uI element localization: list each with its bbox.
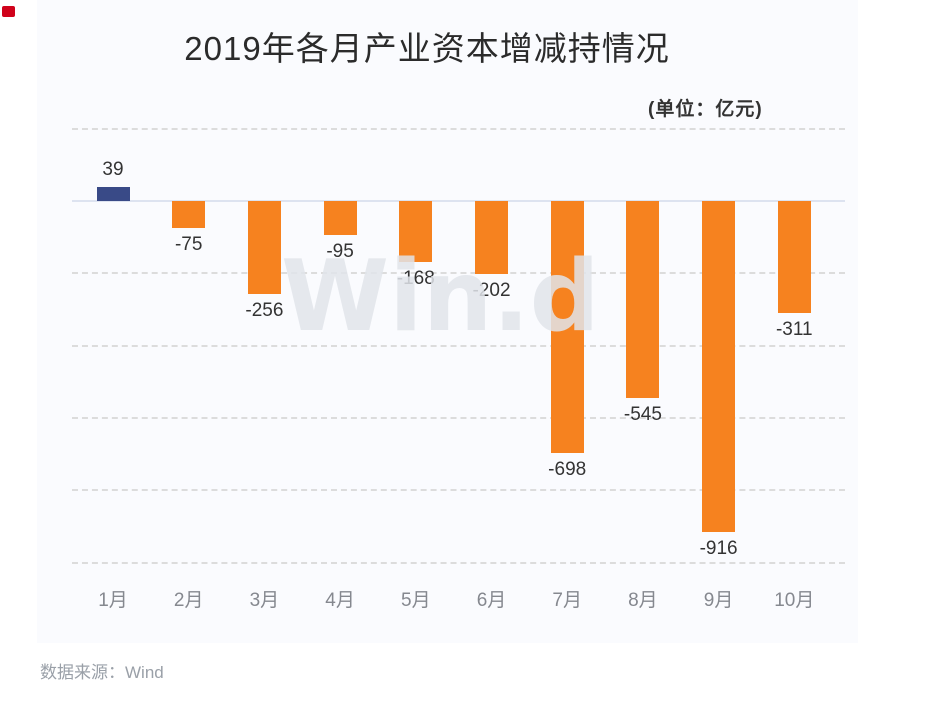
bar-value-label: -168	[396, 268, 435, 289]
bar-value-label: -202	[472, 280, 511, 301]
bar-2月	[172, 201, 206, 228]
x-axis-label: 6月	[476, 590, 507, 611]
unit-label: (单位：亿元)	[648, 99, 763, 120]
gridline	[72, 416, 845, 419]
x-axis-label: 10月	[774, 590, 815, 611]
x-axis-label: 2月	[173, 590, 204, 611]
bar-value-label: -95	[326, 241, 354, 262]
bar-7月	[550, 201, 584, 453]
x-axis-label: 3月	[249, 590, 280, 611]
x-axis-label: 7月	[552, 590, 582, 611]
gridline	[72, 272, 845, 275]
x-axis-label: 4月	[325, 590, 355, 611]
x-axis-label: 9月	[703, 590, 734, 611]
gridline	[72, 127, 845, 130]
bar-value-label: -311	[775, 319, 813, 340]
bar-6月	[475, 201, 508, 274]
x-axis-label: 8月	[628, 590, 658, 611]
gridline	[72, 344, 845, 347]
bar-value-label: -916	[699, 538, 738, 559]
bar-value-label: -545	[623, 404, 662, 425]
gridline	[72, 561, 845, 564]
corner-red-mark	[2, 6, 15, 17]
bar-value-label: 39	[102, 159, 124, 180]
bar-value-label: -698	[548, 459, 587, 480]
gridline	[72, 489, 845, 492]
bar-3月	[247, 201, 281, 294]
bar-4月	[323, 201, 357, 235]
x-axis-label: 5月	[401, 590, 431, 611]
bar-1月	[96, 187, 130, 201]
bar-10月	[777, 201, 811, 313]
bar-9月	[702, 201, 736, 532]
bar-value-label: -256	[245, 300, 284, 321]
chart-title: 2019年各月产业资本增减持情况	[184, 30, 670, 67]
zero-axis-line	[72, 200, 845, 202]
bar-8月	[626, 201, 660, 398]
data-source-label: 数据来源：Wind	[40, 663, 164, 682]
bar-5月	[399, 201, 433, 262]
x-axis-label: 1月	[98, 590, 128, 611]
watermark-wind-logo: Win.d	[281, 240, 600, 354]
bar-value-label: -75	[174, 234, 203, 255]
